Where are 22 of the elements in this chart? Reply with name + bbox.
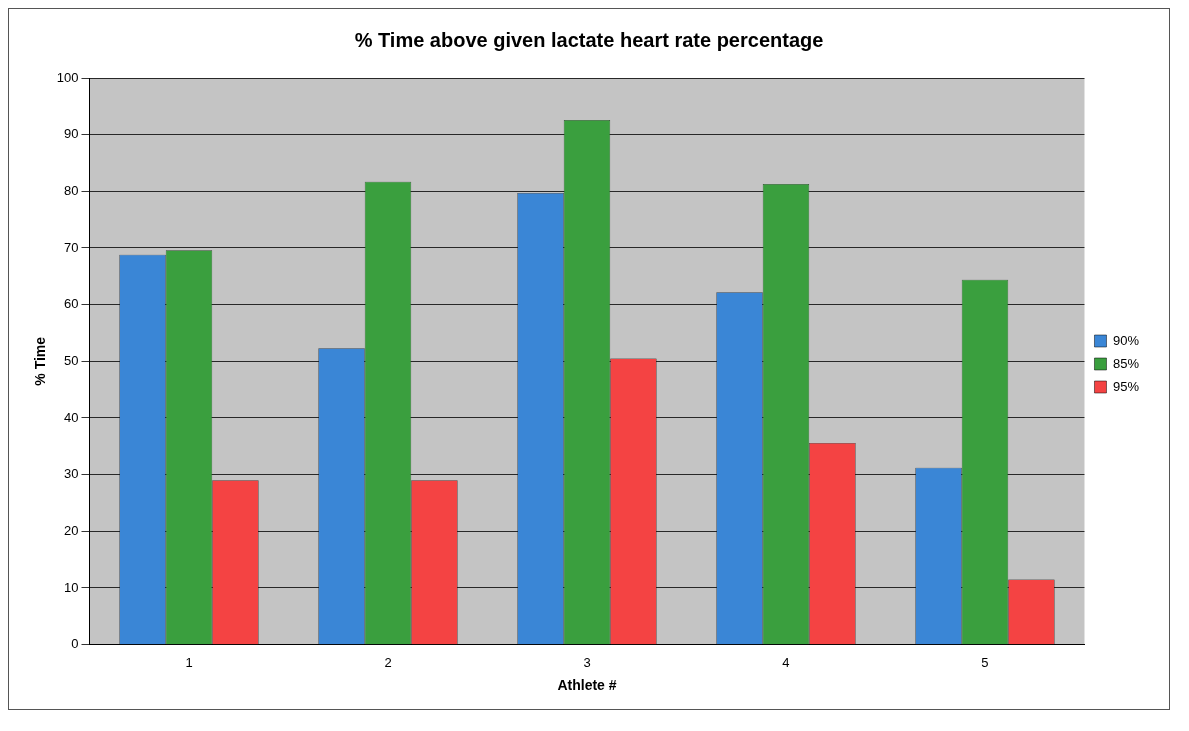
chart-title: % Time above given lactate heart rate percentage	[354, 28, 824, 51]
y-tick-label: 30	[64, 466, 79, 482]
y-tick-label: 20	[64, 522, 79, 538]
y-tick-label: 100	[56, 69, 79, 85]
y-axis-title: % Time	[32, 336, 49, 386]
legend-label: 95%	[1112, 378, 1140, 394]
y-tick-label: 90	[64, 126, 79, 142]
y-tick-label: 70	[64, 239, 79, 255]
x-tick-label: 4	[782, 654, 790, 670]
x-tick-label: 5	[981, 654, 989, 670]
x-tick-label: 3	[583, 654, 591, 670]
y-tick-label: 0	[71, 636, 79, 652]
x-tick-label: 1	[185, 654, 193, 670]
x-tick-label: 2	[384, 654, 392, 670]
legend-label: 90%	[1112, 332, 1140, 348]
legend-label: 85%	[1112, 355, 1140, 371]
y-tick-label: 40	[64, 409, 79, 425]
y-tick-label: 60	[64, 296, 79, 312]
y-tick-label: 10	[64, 579, 79, 595]
x-axis-title: Athlete #	[557, 677, 617, 694]
y-tick-label: 50	[64, 352, 79, 368]
y-tick-label: 80	[64, 182, 79, 198]
